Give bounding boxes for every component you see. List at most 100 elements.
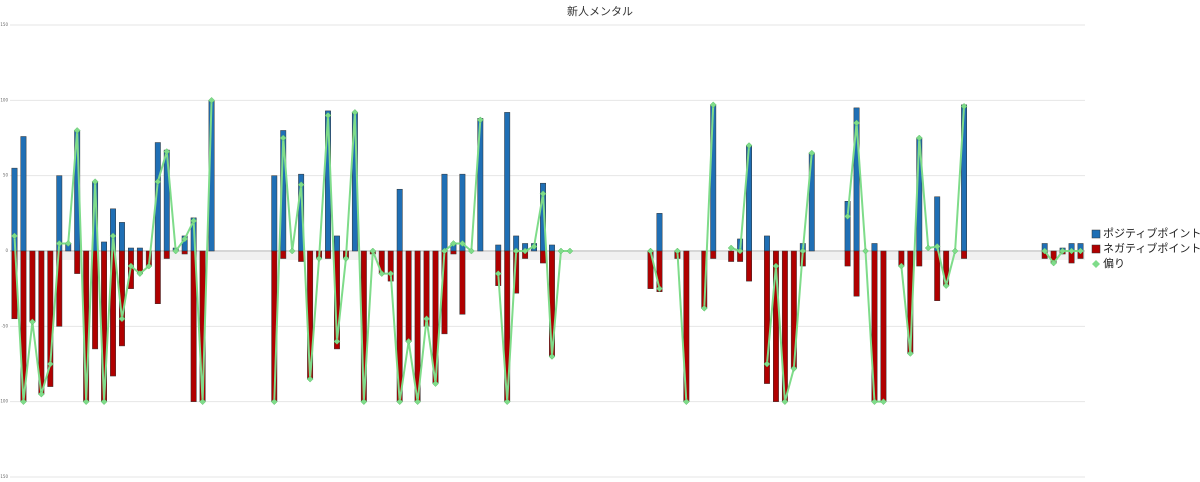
bar bbox=[656, 213, 663, 252]
bar bbox=[764, 250, 770, 384]
line bbox=[649, 250, 661, 289]
chart-title: 新人メンタル bbox=[567, 4, 633, 18]
bar bbox=[459, 250, 466, 315]
marker bbox=[494, 270, 502, 277]
marker bbox=[1077, 247, 1084, 255]
marker bbox=[20, 398, 27, 406]
y-tick-label: 0 bbox=[5, 248, 8, 253]
bar bbox=[459, 173, 466, 252]
marker bbox=[208, 96, 215, 104]
marker bbox=[476, 116, 484, 124]
bar bbox=[880, 250, 887, 402]
bar bbox=[74, 250, 81, 274]
marker bbox=[441, 247, 448, 255]
bar bbox=[20, 136, 27, 252]
bar bbox=[56, 175, 63, 252]
marker bbox=[315, 255, 323, 262]
marker bbox=[297, 181, 305, 189]
marker bbox=[915, 134, 923, 142]
bar bbox=[549, 244, 555, 252]
marker bbox=[548, 353, 556, 360]
marker bbox=[539, 190, 547, 198]
marker bbox=[450, 240, 457, 247]
marker bbox=[503, 398, 511, 406]
marker bbox=[38, 390, 45, 398]
bar bbox=[853, 250, 860, 297]
line bbox=[703, 104, 715, 309]
marker bbox=[387, 270, 395, 277]
y-tick-label: 100 bbox=[0, 97, 8, 102]
marker bbox=[862, 247, 869, 255]
marker bbox=[73, 127, 81, 134]
marker bbox=[647, 247, 654, 255]
marker bbox=[557, 247, 565, 255]
bar bbox=[396, 188, 403, 252]
marker bbox=[55, 240, 63, 247]
line bbox=[900, 106, 966, 354]
bar bbox=[136, 250, 143, 274]
marker bbox=[530, 243, 538, 250]
marker bbox=[799, 247, 807, 255]
marker bbox=[29, 318, 36, 326]
marker bbox=[270, 398, 278, 406]
marker bbox=[933, 243, 941, 250]
marker bbox=[288, 247, 296, 255]
bar bbox=[764, 235, 770, 252]
marker bbox=[199, 398, 206, 406]
bar bbox=[280, 250, 287, 259]
marker bbox=[512, 247, 520, 255]
bar bbox=[844, 250, 851, 267]
marker bbox=[781, 398, 789, 406]
marker bbox=[118, 315, 126, 323]
marker bbox=[1059, 247, 1066, 255]
marker bbox=[683, 398, 690, 406]
marker bbox=[351, 109, 359, 116]
marker bbox=[521, 247, 529, 255]
marker bbox=[136, 270, 144, 277]
marker bbox=[306, 375, 314, 383]
marker bbox=[172, 247, 180, 255]
bar bbox=[961, 250, 967, 259]
marker bbox=[91, 178, 99, 186]
marker bbox=[1041, 247, 1049, 255]
bar bbox=[423, 250, 430, 327]
bar bbox=[298, 250, 305, 262]
bar bbox=[334, 250, 340, 350]
marker bbox=[709, 101, 717, 109]
marker bbox=[924, 244, 932, 252]
bar bbox=[334, 235, 340, 252]
marker bbox=[906, 350, 914, 357]
marker bbox=[566, 247, 574, 255]
bar bbox=[325, 250, 331, 259]
y-tick-label: 50 bbox=[3, 173, 9, 178]
bar bbox=[540, 250, 546, 264]
marker bbox=[898, 262, 905, 270]
marker bbox=[674, 247, 681, 255]
marker bbox=[11, 232, 18, 240]
bar bbox=[934, 196, 941, 252]
line bbox=[676, 250, 688, 402]
marker bbox=[459, 240, 466, 247]
legend-label: 偏り bbox=[1103, 256, 1125, 270]
bar bbox=[181, 250, 188, 255]
marker bbox=[942, 282, 950, 290]
bar bbox=[136, 247, 143, 252]
bar bbox=[728, 250, 735, 262]
marker bbox=[763, 360, 771, 368]
y-tick-label: 150 bbox=[0, 22, 8, 27]
line bbox=[765, 152, 813, 402]
marker bbox=[656, 285, 663, 293]
x-axis-band bbox=[10, 250, 1085, 260]
legend-label: ポジティブポイント bbox=[1103, 226, 1200, 240]
marker bbox=[880, 398, 887, 406]
bar bbox=[916, 250, 923, 267]
marker bbox=[844, 212, 851, 220]
marker bbox=[727, 244, 735, 252]
bar bbox=[154, 250, 161, 304]
marker bbox=[109, 232, 117, 240]
bar bbox=[405, 250, 412, 342]
bar bbox=[495, 244, 502, 252]
marker bbox=[960, 103, 968, 110]
marker bbox=[279, 134, 287, 142]
